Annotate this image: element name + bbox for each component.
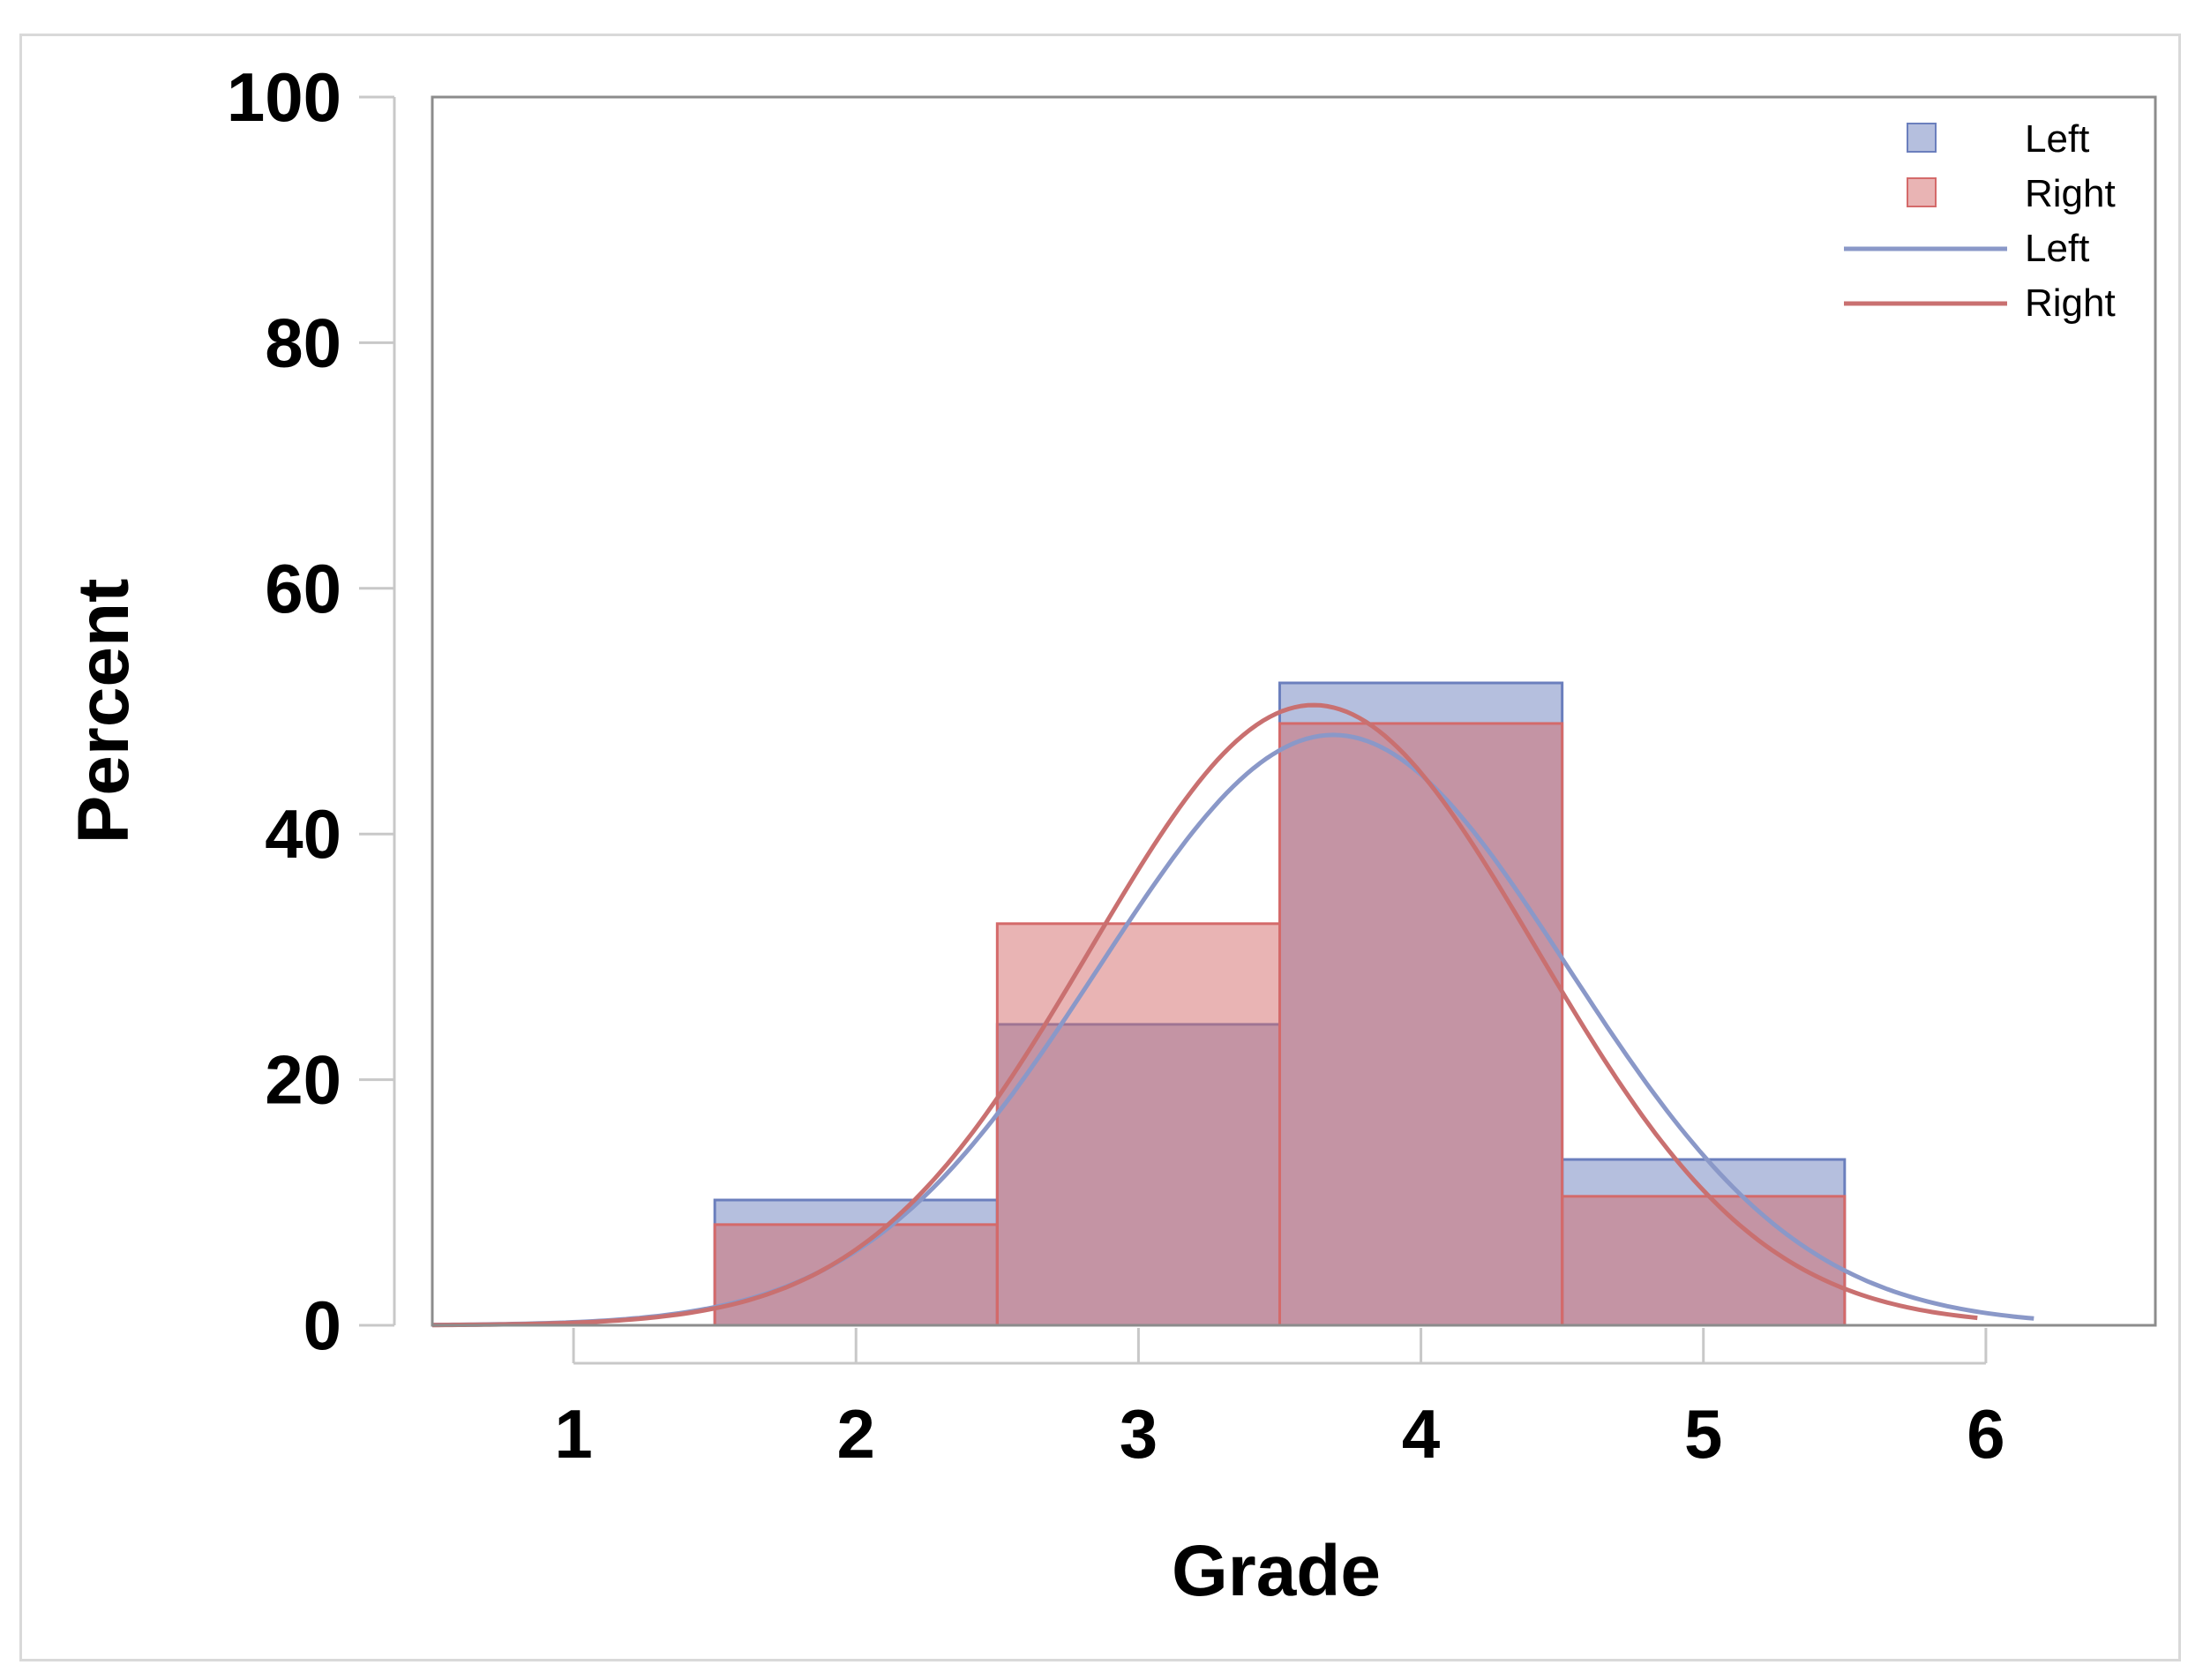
chart-frame — [19, 34, 2181, 1661]
bar-right-grade-5 — [1561, 1195, 1847, 1327]
bar-right-grade-4 — [1278, 722, 1564, 1327]
y-tick-label: 60 — [265, 550, 341, 627]
legend-swatch-right-bar — [1907, 177, 1937, 207]
x-tick-label: 4 — [1402, 1395, 1440, 1473]
density-curve-right — [432, 702, 1978, 1328]
x-tick-label: 2 — [837, 1395, 875, 1473]
legend: Left Right Left Right — [1844, 117, 2116, 325]
legend-label: Left — [2025, 227, 2089, 270]
bar-right-grade-2 — [713, 1223, 999, 1327]
y-tick-label: 20 — [265, 1041, 341, 1119]
x-axis-label: Grade — [1172, 1531, 1381, 1611]
legend-label: Left — [2025, 117, 2089, 161]
plot-area-border — [431, 95, 2157, 1327]
x-tick-label: 3 — [1120, 1395, 1158, 1473]
legend-label: Right — [2025, 281, 2116, 325]
y-axis: 0 20 40 60 80 100 — [227, 58, 396, 1364]
y-tick-label: 0 — [303, 1286, 341, 1364]
legend-label: Right — [2025, 172, 2116, 215]
x-tick-label: 5 — [1684, 1395, 1722, 1473]
curves-layer — [431, 702, 2034, 1328]
x-tick-label: 1 — [554, 1395, 592, 1473]
legend-swatch-left-bar — [1907, 123, 1937, 153]
y-tick-label: 100 — [227, 58, 341, 136]
bar-right-grade-3 — [995, 922, 1281, 1327]
y-axis-label: Percent — [64, 579, 144, 844]
x-axis: 1 2 3 4 5 6 — [554, 1328, 2005, 1473]
x-tick-label: 6 — [1967, 1395, 2004, 1473]
y-tick-label: 80 — [265, 304, 341, 381]
y-tick-label: 40 — [265, 795, 341, 873]
